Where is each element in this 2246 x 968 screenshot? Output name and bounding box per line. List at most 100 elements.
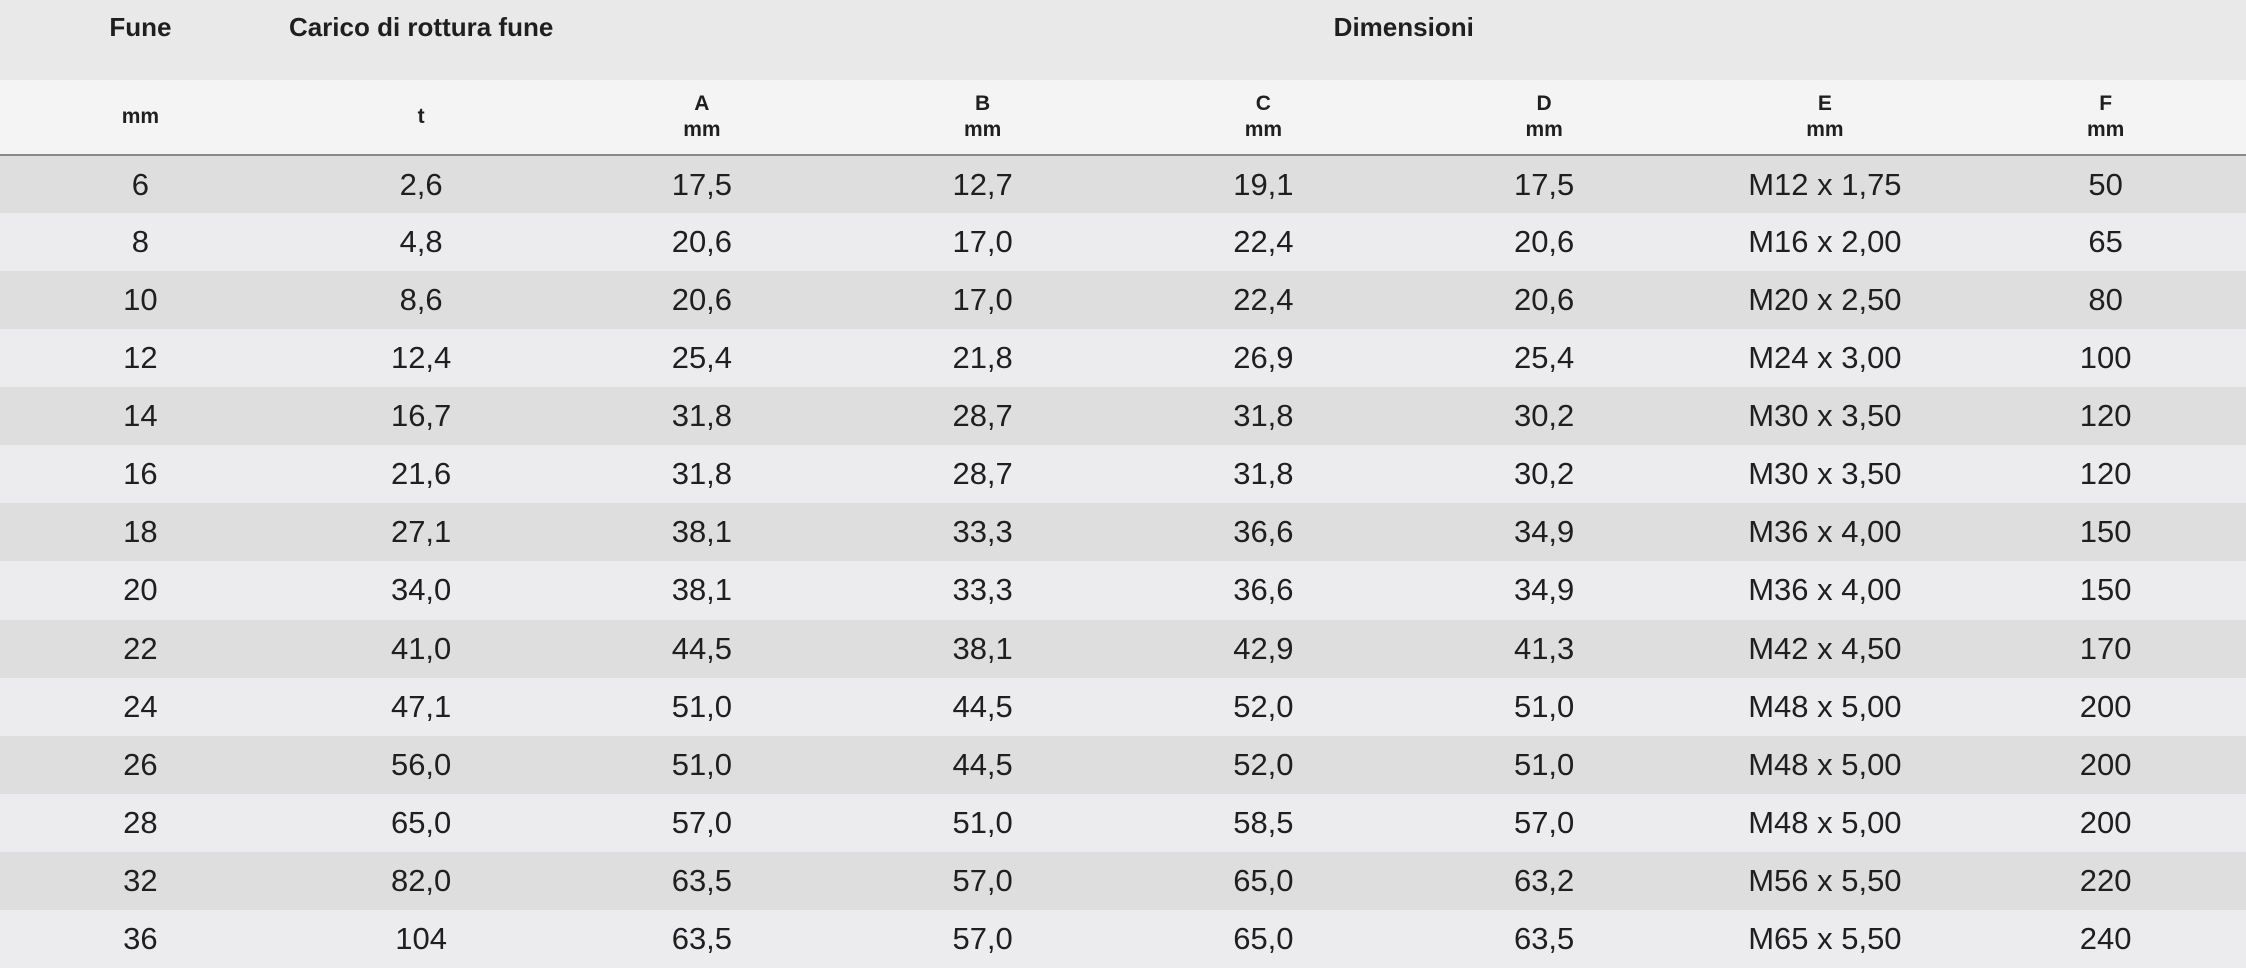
- table-cell: 10: [0, 271, 281, 330]
- table-cell: 82,0: [280, 851, 562, 910]
- table-cell: 22,4: [1123, 271, 1404, 330]
- table-cell: 2,6: [280, 155, 562, 214]
- table-cell: 42,9: [1123, 619, 1404, 678]
- table-cell: 12,7: [842, 155, 1123, 214]
- header-group-row: Fune Carico di rottura fune Dimensioni: [0, 0, 2246, 80]
- table-cell: 50: [1965, 155, 2246, 214]
- table-row: 28 65,0 57,0 51,0 58,5 57,0 M48 x 5,00 200: [0, 793, 2246, 852]
- table-cell: 65,0: [1123, 909, 1404, 968]
- table-cell: 150: [1965, 561, 2246, 620]
- table-cell: 20,6: [1403, 213, 1685, 272]
- table-cell: 65,0: [1123, 851, 1404, 910]
- table-row: 18 27,1 38,1 33,3 36,6 34,9 M36 x 4,00 150: [0, 503, 2246, 562]
- table-cell: 44,5: [561, 619, 843, 678]
- table-cell: 28,7: [842, 445, 1123, 504]
- table-cell: 41,0: [280, 619, 562, 678]
- table-cell: 31,8: [561, 387, 843, 446]
- table-cell: 58,5: [1123, 793, 1404, 852]
- table-row: 12 12,4 25,4 21,8 26,9 25,4 M24 x 3,00 100: [0, 329, 2246, 388]
- column-letter: F: [2099, 91, 2113, 115]
- column-unit: t: [417, 104, 425, 128]
- table-cell: 80: [1965, 271, 2246, 330]
- table-cell: 38,1: [842, 619, 1123, 678]
- table-cell: 21,8: [842, 329, 1123, 388]
- table-cell: 63,2: [1403, 851, 1685, 910]
- table-cell: 18: [0, 503, 281, 562]
- table-cell: 30,2: [1403, 445, 1685, 504]
- table-cell: M20 x 2,50: [1684, 271, 1966, 330]
- table-cell: 12,4: [280, 329, 562, 388]
- table-row: 20 34,0 38,1 33,3 36,6 34,9 M36 x 4,00 150: [0, 561, 2246, 620]
- table-cell: 12: [0, 329, 281, 388]
- table-cell: 220: [1965, 851, 2246, 910]
- table-cell: 19,1: [1123, 155, 1404, 214]
- column-letter: B: [975, 91, 991, 115]
- table-cell: 52,0: [1123, 735, 1404, 794]
- table-cell: 27,1: [280, 503, 562, 562]
- table-cell: 34,9: [1403, 561, 1685, 620]
- table-cell: 36: [0, 909, 281, 968]
- table-cell: M42 x 4,50: [1684, 619, 1966, 678]
- table-cell: 150: [1965, 503, 2246, 562]
- table-cell: 24: [0, 677, 281, 736]
- table-cell: 17,5: [1403, 155, 1685, 214]
- table-cell: 17,0: [842, 271, 1123, 330]
- table-row: 32 82,0 63,5 57,0 65,0 63,2 M56 x 5,50 220: [0, 851, 2246, 910]
- table-cell: 65: [1965, 213, 2246, 272]
- table-cell: 33,3: [842, 561, 1123, 620]
- table-cell: 32: [0, 851, 281, 910]
- table-cell: 28: [0, 793, 281, 852]
- table-cell: 31,8: [1123, 445, 1404, 504]
- table-cell: 41,3: [1403, 619, 1685, 678]
- table-cell: 20: [0, 561, 281, 620]
- table-cell: 63,5: [561, 909, 843, 968]
- table-cell: 34,0: [280, 561, 562, 620]
- table-cell: 47,1: [280, 677, 562, 736]
- table-cell: M48 x 5,00: [1684, 735, 1966, 794]
- table-cell: 17,0: [842, 213, 1123, 272]
- table-cell: 14: [0, 387, 281, 446]
- column-header-mm: mm: [0, 80, 281, 156]
- table-cell: 16,7: [280, 387, 562, 446]
- table-row: 8 4,8 20,6 17,0 22,4 20,6 M16 x 2,00 65: [0, 213, 2246, 272]
- table-cell: 57,0: [842, 851, 1123, 910]
- table-row: 16 21,6 31,8 28,7 31,8 30,2 M30 x 3,50 120: [0, 445, 2246, 504]
- table-cell: 200: [1965, 677, 2246, 736]
- column-letter: E: [1817, 91, 1832, 115]
- table-cell: 25,4: [561, 329, 843, 388]
- table-row: 10 8,6 20,6 17,0 22,4 20,6 M20 x 2,50 80: [0, 271, 2246, 330]
- table-cell: M56 x 5,50: [1684, 851, 1966, 910]
- table-row: 26 56,0 51,0 44,5 52,0 51,0 M48 x 5,00 200: [0, 735, 2246, 794]
- table-cell: 36,6: [1123, 561, 1404, 620]
- table-cell: M30 x 3,50: [1684, 445, 1966, 504]
- column-letter: C: [1255, 91, 1271, 115]
- table-cell: M36 x 4,00: [1684, 561, 1966, 620]
- table-cell: 38,1: [561, 503, 843, 562]
- table-cell: 8,6: [280, 271, 562, 330]
- table-cell: 51,0: [1403, 735, 1685, 794]
- table-cell: 20,6: [561, 213, 843, 272]
- table-cell: 104: [280, 909, 562, 968]
- table-cell: 30,2: [1403, 387, 1685, 446]
- table-cell: 52,0: [1123, 677, 1404, 736]
- table-cell: 38,1: [561, 561, 843, 620]
- table-cell: 51,0: [561, 735, 843, 794]
- table-cell: M12 x 1,75: [1684, 155, 1966, 214]
- table-cell: 44,5: [842, 677, 1123, 736]
- table-cell: M36 x 4,00: [1684, 503, 1966, 562]
- table-cell: 56,0: [280, 735, 562, 794]
- table-cell: M24 x 3,00: [1684, 329, 1966, 388]
- table-cell: 20,6: [561, 271, 843, 330]
- column-unit: mm: [2086, 118, 2125, 141]
- column-unit: mm: [1525, 118, 1563, 141]
- table-row: 22 41,0 44,5 38,1 42,9 41,3 M42 x 4,50 170: [0, 619, 2246, 678]
- column-header-t: t: [280, 80, 562, 156]
- table-cell: 31,8: [1123, 387, 1404, 446]
- table-cell: 34,9: [1403, 503, 1685, 562]
